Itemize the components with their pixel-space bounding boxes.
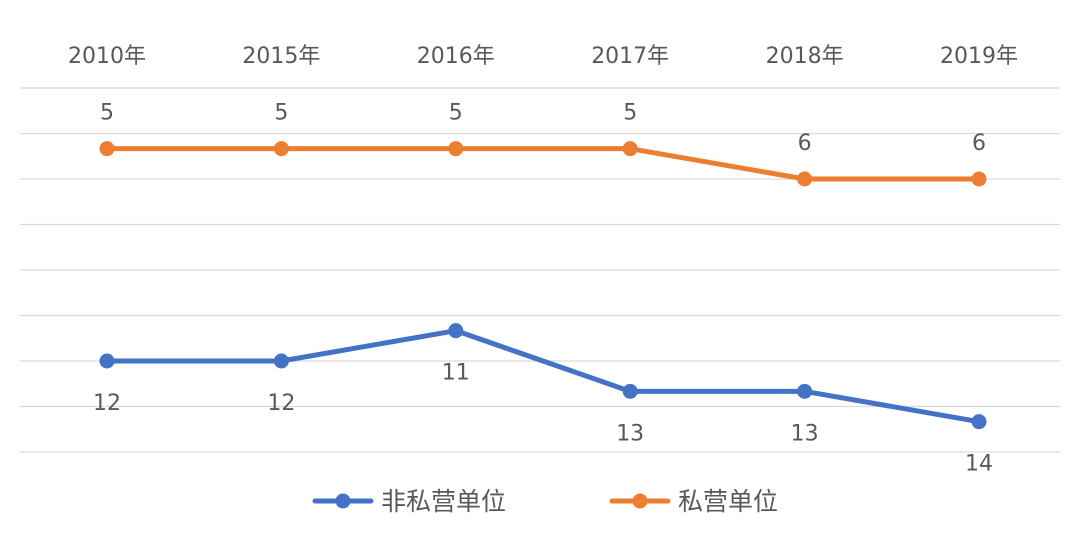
- data-point[interactable]: [273, 353, 289, 369]
- x-tick-label: 2010年: [68, 44, 146, 69]
- data-label: 5: [449, 101, 463, 126]
- x-tick-label: 2019年: [940, 44, 1018, 69]
- data-point[interactable]: [273, 141, 289, 157]
- x-tick-label: 2016年: [417, 44, 495, 69]
- gridlines: [20, 87, 1060, 453]
- legend[interactable]: 非私营单位 私营单位: [312, 487, 778, 516]
- data-label: 5: [100, 101, 114, 126]
- series-1: 5 5 5 5 6 6: [99, 101, 987, 187]
- x-tick-label: 2017年: [591, 44, 669, 69]
- data-point[interactable]: [99, 141, 115, 157]
- legend-marker-icon: [335, 493, 351, 509]
- data-point[interactable]: [448, 141, 464, 157]
- legend-label: 私营单位: [678, 487, 778, 516]
- data-label: 12: [93, 391, 121, 416]
- series-0: 12 12 11 13 13 14: [93, 323, 993, 477]
- data-label: 5: [623, 101, 637, 126]
- data-label: 5: [274, 101, 288, 126]
- data-label: 6: [798, 131, 812, 156]
- legend-item[interactable]: 私营单位: [609, 487, 778, 516]
- data-label: 13: [791, 421, 819, 446]
- data-point[interactable]: [448, 323, 464, 339]
- series-line: [104, 328, 982, 425]
- data-point[interactable]: [971, 414, 987, 430]
- data-point[interactable]: [622, 383, 638, 399]
- data-label: 12: [267, 391, 295, 416]
- legend-label: 非私营单位: [381, 487, 506, 516]
- x-tick-label: 2015年: [242, 44, 320, 69]
- x-axis-labels: 2010年 2015年 2016年 2017年 2018年 2019年: [68, 44, 1018, 69]
- data-point[interactable]: [99, 353, 115, 369]
- data-label: 14: [965, 452, 993, 477]
- data-point[interactable]: [797, 171, 813, 187]
- data-point[interactable]: [971, 171, 987, 187]
- series-line: [104, 146, 982, 182]
- data-label: 11: [442, 361, 470, 386]
- data-label: 6: [972, 131, 986, 156]
- x-tick-label: 2018年: [766, 44, 844, 69]
- data-point[interactable]: [797, 383, 813, 399]
- legend-item[interactable]: 非私营单位: [312, 487, 506, 516]
- data-label: 13: [616, 421, 644, 446]
- series-layer: 12 12 11 13 13 14 5 5 5 5 6 6: [93, 101, 993, 477]
- data-point[interactable]: [622, 141, 638, 157]
- legend-marker-icon: [632, 493, 648, 509]
